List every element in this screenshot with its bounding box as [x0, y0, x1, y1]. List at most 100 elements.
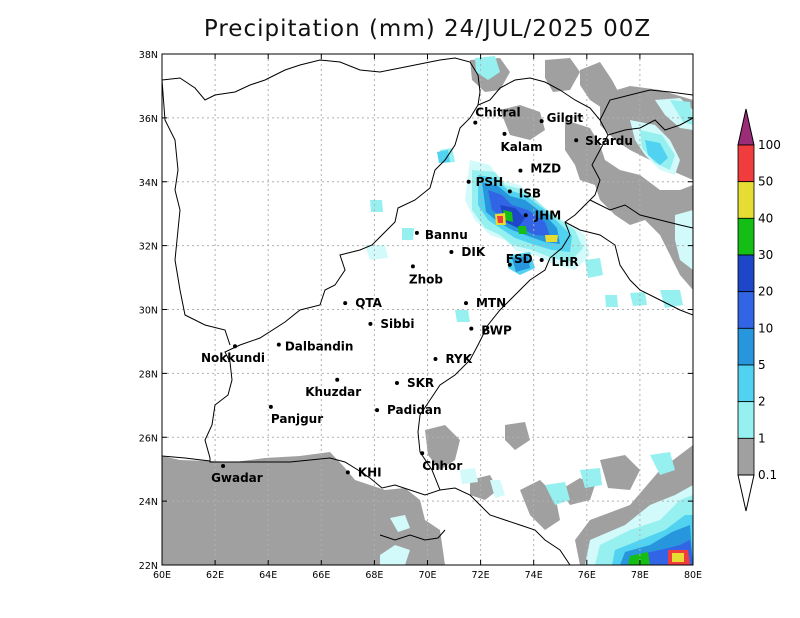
city-marker [469, 326, 474, 331]
y-tick-label: 32N [139, 242, 158, 253]
city-label-dik: DIK [461, 245, 485, 259]
city-marker [466, 179, 471, 184]
city-label-psh: PSH [476, 175, 503, 189]
city-label-mtn: MTN [476, 296, 506, 310]
y-tick-label: 30N [139, 306, 158, 317]
colorbar-segment [737, 144, 755, 183]
city-marker [523, 213, 528, 218]
city-marker [507, 262, 512, 267]
colorbar-label: 5 [758, 358, 766, 372]
city-label-kalam: Kalam [500, 140, 542, 154]
city-label-isb: ISB [519, 186, 541, 200]
city-marker [518, 168, 523, 173]
colorbar-label: 10 [758, 321, 773, 335]
city-label-mzd: MZD [530, 162, 561, 176]
colorbar-segment [737, 217, 755, 256]
city-marker [276, 342, 281, 347]
x-axis: 60E 62E 64E 66E 68E 70E 72E 74E 76E 78E 80E [153, 54, 702, 581]
colorbar-segment [737, 181, 755, 219]
city-marker [420, 451, 425, 456]
map-title: Precipitation (mm) 24/JUL/2025 00Z [203, 16, 652, 42]
city-marker [268, 404, 273, 409]
city-labels: Chitral Gilgit Kalam Skardu MZD PSH ISB JHM Bann… [201, 106, 633, 485]
x-tick-label: 60E [153, 570, 171, 581]
city-label-khuzdar: Khuzdar [305, 385, 361, 399]
precip-layer-50-100 [495, 213, 690, 565]
colorbar-segment [737, 364, 755, 403]
x-tick-label: 76E [578, 570, 596, 581]
colorbar-bottom-arrow [737, 474, 755, 512]
city-label-padidan: Padidan [387, 403, 442, 417]
city-label-lhr: LHR [552, 255, 579, 269]
city-marker [221, 463, 226, 468]
city-marker [574, 138, 579, 143]
grid-lines [162, 54, 693, 565]
afghanistan-border [162, 57, 481, 106]
city-label-gwadar: Gwadar [211, 471, 263, 485]
city-marker [539, 257, 544, 262]
city-label-dalbandin: Dalbandin [285, 340, 354, 354]
city-label-gilgit: Gilgit [547, 111, 584, 125]
colorbar-label: 0.1 [758, 468, 777, 482]
colorbar-label: 2 [758, 395, 766, 409]
x-tick-label: 64E [259, 570, 277, 581]
x-tick-label: 68E [365, 570, 383, 581]
x-tick-label: 80E [684, 570, 702, 581]
city-label-skr: SKR [407, 376, 434, 390]
colorbar-top-arrow [737, 108, 755, 146]
city-label-chitral: Chitral [475, 106, 520, 120]
city-marker [433, 357, 438, 362]
city-marker [449, 250, 454, 255]
city-marker [343, 301, 348, 306]
city-label-chhor: Chhor [422, 459, 462, 473]
colorbar-segment [737, 291, 755, 329]
x-tick-label: 66E [312, 570, 330, 581]
x-tick-label: 62E [206, 570, 224, 581]
iran-border [162, 79, 231, 346]
city-marker [473, 120, 478, 125]
city-marker [375, 408, 380, 413]
city-marker [335, 377, 340, 382]
city-marker [507, 189, 512, 194]
colorbar-label: 40 [758, 211, 773, 225]
colorbar-segment [737, 401, 755, 439]
city-marker [394, 380, 399, 385]
x-tick-label: 70E [418, 570, 436, 581]
colorbar-segment [737, 437, 755, 476]
colorbar: 0.1 1 2 5 10 20 30 40 50 100 [737, 108, 781, 512]
city-label-bwp: BWP [481, 324, 512, 338]
city-label-jhm: JHM [534, 208, 561, 222]
city-marker [539, 119, 544, 124]
city-label-qta: QTA [355, 296, 382, 310]
city-marker [502, 131, 507, 136]
x-tick-label: 74E [525, 570, 543, 581]
city-label-zhob: Zhob [409, 272, 443, 286]
city-marker [368, 321, 373, 326]
coastline [439, 487, 571, 565]
y-tick-label: 24N [139, 497, 158, 508]
city-marker [345, 470, 350, 475]
colorbar-label: 30 [758, 248, 773, 262]
y-tick-label: 34N [139, 178, 158, 189]
city-label-ryk: RYK [445, 352, 472, 366]
city-label-khi: KHI [358, 465, 382, 479]
city-label-panjgur: Panjgur [271, 412, 323, 426]
city-marker [410, 264, 415, 269]
colorbar-label: 50 [758, 175, 773, 189]
y-tick-label: 28N [139, 369, 158, 380]
map-plot-area [162, 54, 693, 565]
city-label-fsd: FSD [506, 252, 533, 266]
city-label-skardu: Skardu [585, 134, 633, 148]
colorbar-segment [737, 327, 755, 366]
city-label-bannu: Bannu [425, 228, 468, 242]
city-marker [414, 230, 419, 235]
colorbar-label: 1 [758, 431, 766, 445]
india-border [607, 117, 693, 136]
city-marker [463, 301, 468, 306]
city-marker [233, 344, 238, 349]
colorbar-segment [737, 254, 755, 293]
y-tick-label: 38N [139, 50, 158, 61]
x-tick-label: 72E [472, 570, 490, 581]
y-tick-label: 22N [139, 561, 158, 572]
